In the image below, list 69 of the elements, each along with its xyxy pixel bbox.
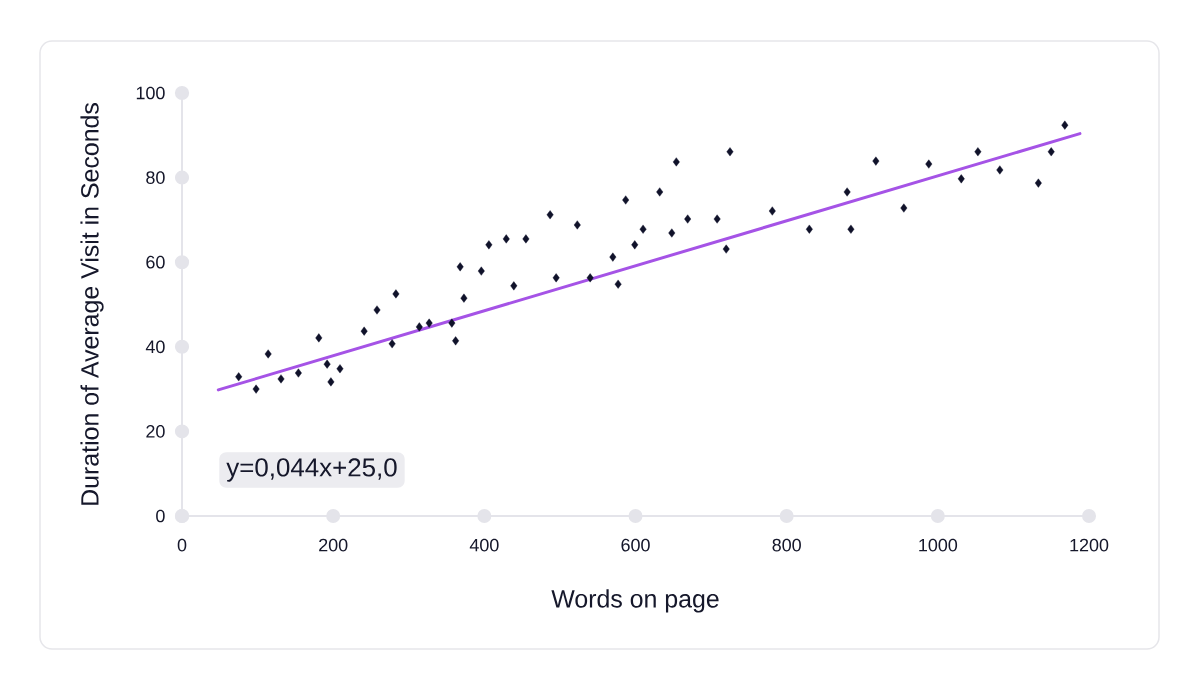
point <box>672 157 680 167</box>
y-tick-label: 60 <box>146 255 165 269</box>
x-tick-label: 600 <box>621 538 650 552</box>
y-tick-label: 80 <box>146 171 165 184</box>
point <box>502 234 510 244</box>
point <box>294 368 302 378</box>
point <box>573 220 581 230</box>
point <box>1061 120 1069 130</box>
point <box>656 187 664 197</box>
point <box>277 374 285 384</box>
point <box>323 359 331 369</box>
point <box>373 305 381 315</box>
y-tick-label: 100 <box>136 86 165 100</box>
x-tick-label: 0 <box>177 538 187 552</box>
point <box>1034 178 1042 188</box>
point <box>847 224 855 234</box>
point <box>957 174 965 184</box>
point <box>415 322 423 332</box>
point <box>452 336 460 346</box>
x-tick-label: 1200 <box>1070 538 1109 552</box>
x-tick-label: 1000 <box>919 538 958 552</box>
point <box>614 279 622 289</box>
annotation: y=0,044x+25,0 <box>226 458 397 482</box>
point <box>510 281 518 291</box>
point <box>900 203 908 213</box>
y-axis-title: Duration of Average Visit in Seconds <box>80 103 104 505</box>
point <box>668 228 676 238</box>
point <box>456 262 464 272</box>
x-tick-label: 200 <box>319 538 348 552</box>
point <box>631 240 639 250</box>
point <box>843 187 851 197</box>
point <box>448 318 456 328</box>
point <box>805 224 813 234</box>
point <box>726 147 734 157</box>
point <box>485 240 493 250</box>
point <box>684 214 692 224</box>
x-axis-title: Words on page <box>551 589 719 613</box>
point <box>477 266 485 276</box>
point <box>388 339 396 349</box>
point <box>586 273 594 283</box>
point <box>768 206 776 216</box>
point <box>392 289 400 299</box>
y-tick-label: 40 <box>145 340 165 354</box>
point <box>1047 147 1055 157</box>
point <box>360 326 368 336</box>
point <box>713 214 721 224</box>
point <box>974 147 982 157</box>
point <box>622 195 630 205</box>
point <box>996 165 1004 175</box>
point <box>336 364 344 374</box>
point <box>872 156 880 166</box>
point <box>609 252 617 262</box>
point <box>327 377 335 387</box>
point <box>722 244 730 254</box>
point <box>264 349 272 359</box>
point <box>925 159 933 169</box>
point <box>460 293 468 303</box>
point <box>546 210 554 220</box>
y-tick-label: 0 <box>156 509 165 523</box>
x-tick-label: 800 <box>772 538 801 552</box>
point <box>315 333 323 343</box>
y-tick-label: 20 <box>146 425 165 438</box>
point <box>552 273 560 283</box>
point <box>425 318 433 328</box>
point <box>252 384 260 394</box>
point <box>639 224 647 234</box>
point <box>522 234 530 244</box>
point <box>235 372 243 382</box>
x-tick-label: 400 <box>469 538 499 552</box>
